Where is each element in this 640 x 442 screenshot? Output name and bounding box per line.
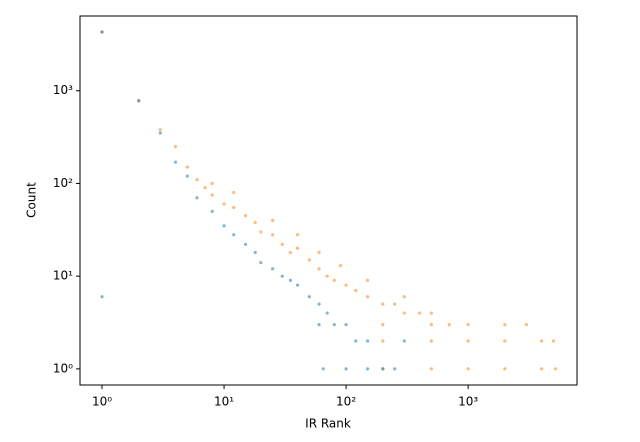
point <box>173 160 178 164</box>
x-tick-label: 10⁰ <box>92 395 112 409</box>
point <box>185 174 189 178</box>
point <box>185 165 189 169</box>
y-axis-label: Count <box>25 182 39 218</box>
point <box>137 99 141 103</box>
x-tick-label: 10² <box>336 395 356 409</box>
point <box>402 311 406 315</box>
point <box>503 339 507 343</box>
point <box>232 190 236 195</box>
point <box>365 367 370 371</box>
point <box>429 311 433 315</box>
point <box>243 214 248 218</box>
point <box>429 339 433 343</box>
point <box>551 339 556 343</box>
point <box>317 250 321 255</box>
point <box>344 283 348 287</box>
point <box>417 311 422 315</box>
point <box>253 250 257 255</box>
point <box>540 339 544 343</box>
point <box>295 233 300 237</box>
point <box>354 288 358 293</box>
point <box>100 295 104 299</box>
point <box>158 128 162 132</box>
point <box>195 196 199 200</box>
point <box>100 30 104 34</box>
point <box>429 367 433 371</box>
point <box>317 323 321 327</box>
point <box>325 274 329 278</box>
point <box>447 323 451 327</box>
point <box>210 181 214 186</box>
point <box>203 186 207 190</box>
point <box>381 323 385 327</box>
x-tick-label: 10³ <box>458 395 478 409</box>
x-tick-label: 10¹ <box>214 395 234 409</box>
point <box>232 233 236 237</box>
point <box>317 302 321 306</box>
y-tick-label: 10¹ <box>53 269 73 283</box>
point <box>280 274 284 278</box>
point <box>338 264 343 268</box>
point <box>381 302 385 306</box>
point <box>429 323 433 327</box>
point <box>365 339 370 343</box>
point <box>222 224 226 228</box>
point <box>332 323 336 327</box>
point <box>158 131 162 135</box>
point <box>344 323 348 327</box>
point <box>365 295 370 299</box>
point <box>253 220 257 225</box>
point <box>344 367 348 371</box>
y-tick-label: 10⁰ <box>53 361 73 375</box>
point <box>503 323 507 327</box>
point <box>295 283 300 287</box>
point <box>317 267 321 271</box>
point <box>259 230 263 234</box>
point <box>466 367 470 371</box>
point <box>381 367 385 371</box>
point <box>354 339 358 343</box>
point <box>524 323 528 327</box>
point <box>393 302 397 306</box>
point <box>402 339 406 343</box>
point <box>381 339 385 343</box>
point <box>466 339 470 343</box>
point <box>503 367 507 371</box>
point <box>288 250 293 255</box>
point <box>173 144 178 149</box>
x-axis-label: IR Rank <box>305 417 351 431</box>
point <box>307 258 311 262</box>
point <box>321 367 325 371</box>
point <box>393 367 397 371</box>
plot-frame <box>79 15 578 386</box>
point <box>222 202 226 206</box>
point <box>466 323 470 327</box>
point <box>307 295 311 299</box>
point <box>259 261 263 265</box>
point <box>232 205 236 210</box>
point <box>271 218 275 222</box>
point <box>271 267 275 271</box>
point <box>295 246 300 250</box>
y-tick-label: 10² <box>53 176 73 190</box>
point <box>402 295 406 299</box>
y-tick-label: 10³ <box>53 83 73 97</box>
point <box>210 209 214 213</box>
point <box>243 242 248 247</box>
point <box>325 311 329 315</box>
point <box>210 193 214 197</box>
point <box>195 178 199 182</box>
point <box>288 278 293 283</box>
point <box>332 278 336 283</box>
point <box>365 278 370 283</box>
point <box>280 242 284 247</box>
point <box>553 367 558 371</box>
point <box>540 367 544 371</box>
point <box>271 233 275 237</box>
